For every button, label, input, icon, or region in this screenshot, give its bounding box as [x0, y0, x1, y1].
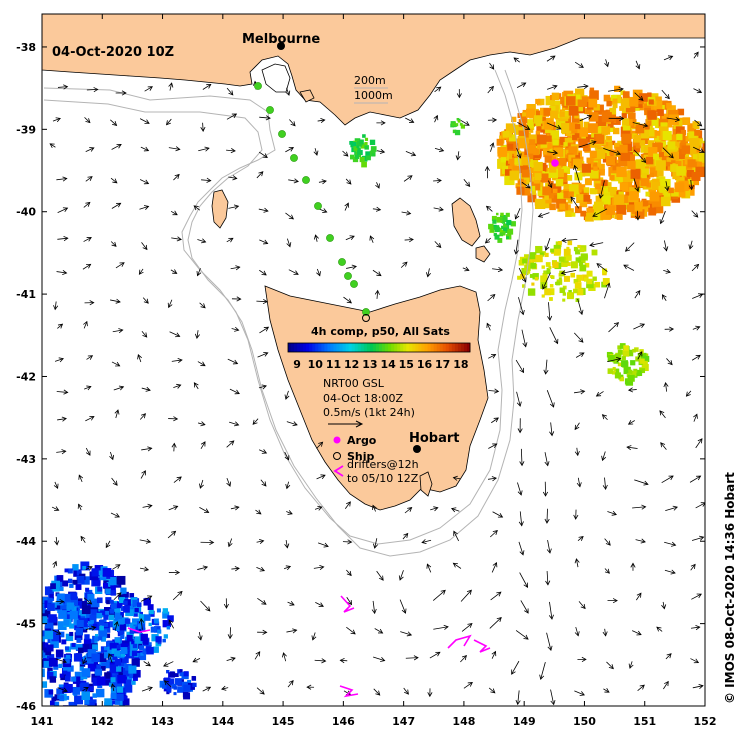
lon-tick-label: 142: [91, 715, 114, 728]
ship-legend-label: Ship: [347, 450, 375, 463]
melbourne-marker: [277, 42, 285, 50]
lat-tick-label: -45: [16, 618, 36, 631]
argo-legend-label: Argo: [347, 434, 377, 447]
colorbar-tick-label: 13: [362, 358, 377, 371]
isobath-lines: [43, 69, 534, 557]
colorbar-tick-label: 14: [380, 358, 396, 371]
lon-tick-label: 150: [573, 715, 596, 728]
sst-patches: [42, 85, 705, 706]
colorbar-labels: 9 10 11 12 13 14 15 16 17 18: [293, 358, 468, 371]
lat-tick-label: -39: [16, 123, 36, 136]
argo-legend-marker: [333, 436, 341, 444]
hobart-label: Hobart: [409, 431, 460, 446]
colorbar-tick-label: 11: [326, 358, 341, 371]
axis-ticks: [41, 14, 706, 707]
french-island: [299, 89, 315, 103]
land: [42, 14, 705, 511]
cape-barren-island: [475, 245, 491, 263]
lon-tick-label: 145: [272, 715, 295, 728]
bruny-island: [419, 471, 433, 497]
lat-tick-label: -41: [16, 288, 36, 301]
lon-tick-label: 141: [31, 715, 54, 728]
colorbar: 4h comp, p50, All Sats 9 10 11 12 13 14 15 16 17…: [287, 325, 471, 371]
lon-tick-label: 148: [452, 715, 475, 728]
current-legend: NRT00 GSL 04-Oct 18:00Z 0.5m/s (1kt 24h): [323, 377, 415, 428]
date-label: 04-Oct-2020 10Z: [52, 45, 174, 60]
isobath-legend-1000: 1000m: [354, 89, 393, 102]
colorbar-tick-label: 12: [344, 358, 359, 371]
lon-tick-label: 151: [633, 715, 656, 728]
lon-tick-label: 144: [211, 715, 234, 728]
argo-floats: [254, 82, 559, 322]
hobart-marker: [413, 445, 421, 453]
lon-tick-label: 143: [151, 715, 174, 728]
isobath-200m: [43, 69, 523, 545]
lon-tick-label: 149: [513, 715, 536, 728]
isobath-1000m: [43, 69, 534, 557]
lon-tick-label: 146: [332, 715, 355, 728]
flinders-island: [451, 197, 481, 247]
colorbar-tick-label: 17: [435, 358, 450, 371]
lat-tick-label: -42: [16, 370, 36, 383]
colorbar-tick-label: 18: [453, 358, 468, 371]
isobath-legend-200: 200m: [354, 74, 386, 87]
credit-label: © IMOS 08-Oct-2020 14:36 Hobart: [723, 472, 737, 704]
lat-tick-label: -44: [16, 535, 36, 548]
current-vectors: [49, 51, 705, 706]
lat-tick-label: -40: [16, 206, 36, 219]
drifter-tracks: [127, 595, 491, 698]
ship-legend-marker: [333, 452, 341, 460]
colorbar-ramp: [288, 343, 471, 352]
king-island: [211, 189, 229, 229]
marker-legend: Argo Ship drifters@12h to 05/10 12Z: [333, 434, 419, 485]
current-legend-time: 04-Oct 18:00Z: [323, 392, 403, 405]
lat-tick-label: -46: [16, 700, 36, 713]
current-legend-scale: 0.5m/s (1kt 24h): [323, 406, 415, 419]
drifter-legend-marker: [333, 465, 344, 477]
colorbar-tick-label: 16: [417, 358, 433, 371]
current-legend-source: NRT00 GSL: [323, 377, 385, 390]
lon-tick-label: 152: [694, 715, 717, 728]
drifter-legend-line2: to 05/10 12Z: [347, 472, 419, 485]
colorbar-title: 4h comp, p50, All Sats: [311, 325, 450, 338]
lon-tick-labels: 141 142 143 144 145 146 147 148 149 150 151 152: [31, 715, 717, 728]
drifter-legend-line1: drifters@12h: [347, 458, 419, 471]
lat-tick-label: -38: [16, 41, 36, 54]
lon-tick-label: 147: [392, 715, 415, 728]
lat-tick-labels: -38 -39 -40 -41 -42 -43 -44 -45 -46: [16, 41, 36, 713]
lat-tick-label: -43: [16, 453, 36, 466]
tasmania: [264, 285, 489, 511]
colorbar-tick-label: 10: [308, 358, 324, 371]
isobath-legend: 200m 1000m: [354, 74, 393, 104]
colorbar-tick-label: 9: [293, 358, 301, 371]
port-phillip-bay: [261, 63, 291, 93]
plot-frame: [41, 13, 706, 707]
colorbar-tick-label: 15: [399, 358, 414, 371]
melbourne-label: Melbourne: [242, 32, 320, 47]
mainland-australia: [42, 14, 705, 126]
